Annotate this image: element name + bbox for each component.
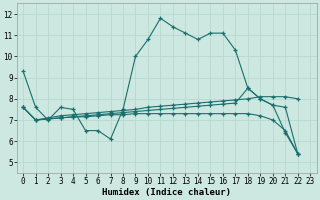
X-axis label: Humidex (Indice chaleur): Humidex (Indice chaleur)	[102, 188, 231, 197]
